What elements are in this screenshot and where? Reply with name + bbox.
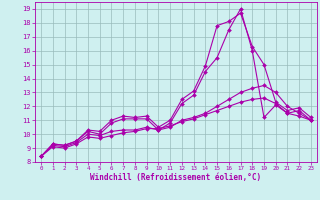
X-axis label: Windchill (Refroidissement éolien,°C): Windchill (Refroidissement éolien,°C) — [91, 173, 261, 182]
